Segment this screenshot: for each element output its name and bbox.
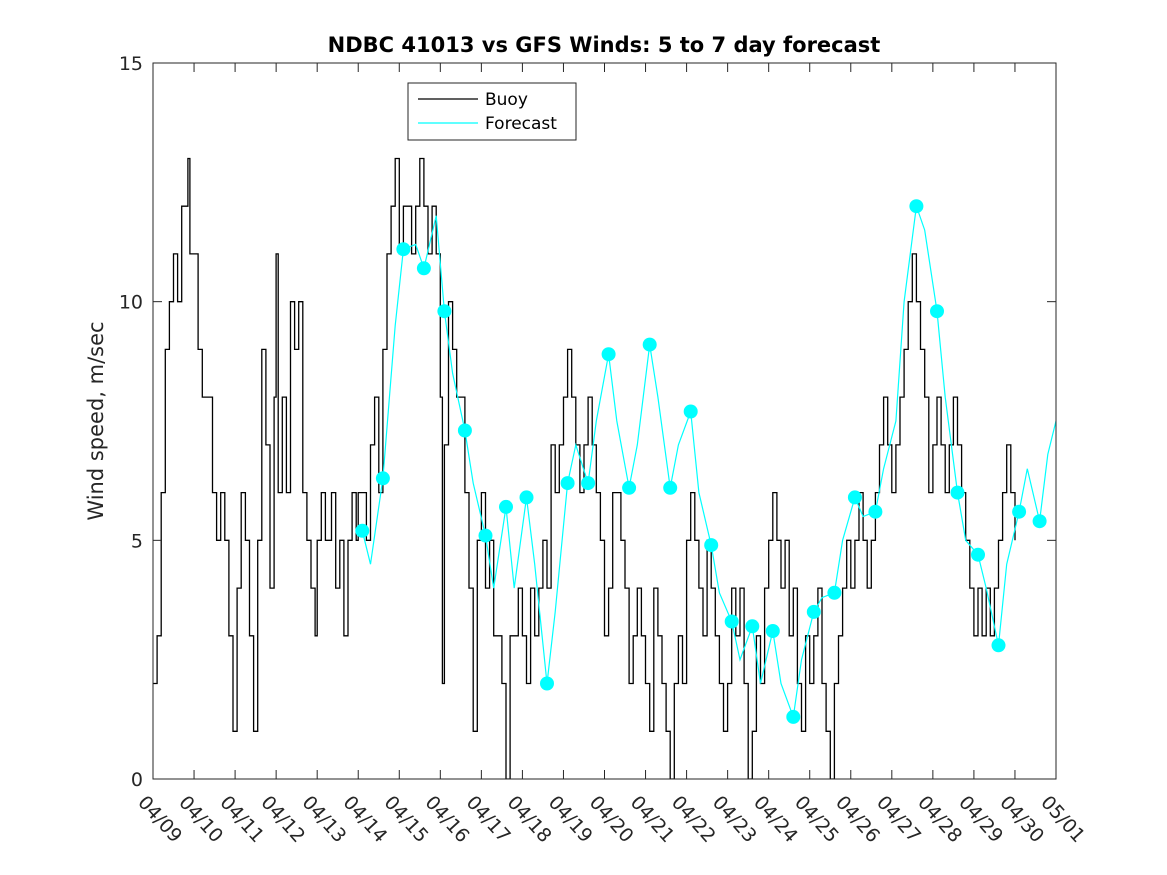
legend-label: Forecast <box>485 114 557 134</box>
forecast-marker <box>601 347 616 362</box>
forecast-marker <box>704 538 719 553</box>
plot-area <box>153 157 1056 779</box>
legend: Buoy Forecast <box>407 82 577 141</box>
legend-box <box>407 82 577 141</box>
y-tick-label: 5 <box>131 530 143 552</box>
forecast-marker <box>663 480 678 495</box>
forecast-marker <box>560 476 575 491</box>
forecast-marker <box>457 423 472 438</box>
forecast-marker <box>622 480 637 495</box>
forecast-marker <box>478 528 493 543</box>
forecast-marker <box>437 304 452 319</box>
forecast-marker <box>499 499 513 514</box>
forecast-marker <box>581 476 596 491</box>
y-tick-label: 15 <box>119 53 143 75</box>
forecast-marker <box>930 304 944 319</box>
forecast-marker <box>806 604 821 619</box>
forecast-marker <box>991 638 1006 653</box>
forecast-marker <box>909 199 924 214</box>
legend-label: Buoy <box>485 90 528 110</box>
forecast-marker <box>971 547 985 562</box>
forecast-marker <box>827 585 842 600</box>
forecast-marker <box>1012 504 1027 519</box>
forecast-marker <box>355 523 370 538</box>
chart-title: NDBC 41013 vs GFS Winds: 5 to 7 day fore… <box>328 33 881 57</box>
y-tick-label: 0 <box>131 769 143 791</box>
forecast-marker <box>786 709 801 724</box>
forecast-marker <box>375 471 390 486</box>
forecast-marker <box>396 242 411 257</box>
forecast-marker <box>847 490 862 505</box>
series-group <box>153 157 1056 779</box>
forecast-marker <box>724 614 739 629</box>
forecast-marker <box>683 404 698 419</box>
forecast-marker <box>745 619 760 634</box>
forecast-marker <box>416 261 431 276</box>
y-axis-label: Wind speed, m/sec <box>84 321 108 520</box>
y-tick-label: 10 <box>119 292 143 314</box>
buoy-series-line <box>153 157 1016 779</box>
forecast-marker <box>1032 514 1047 529</box>
forecast-marker <box>950 485 965 500</box>
forecast-marker <box>540 676 554 691</box>
forecast-marker <box>642 337 657 352</box>
forecast-marker <box>519 490 534 505</box>
forecast-marker <box>868 504 883 519</box>
forecast-marker <box>765 624 780 638</box>
